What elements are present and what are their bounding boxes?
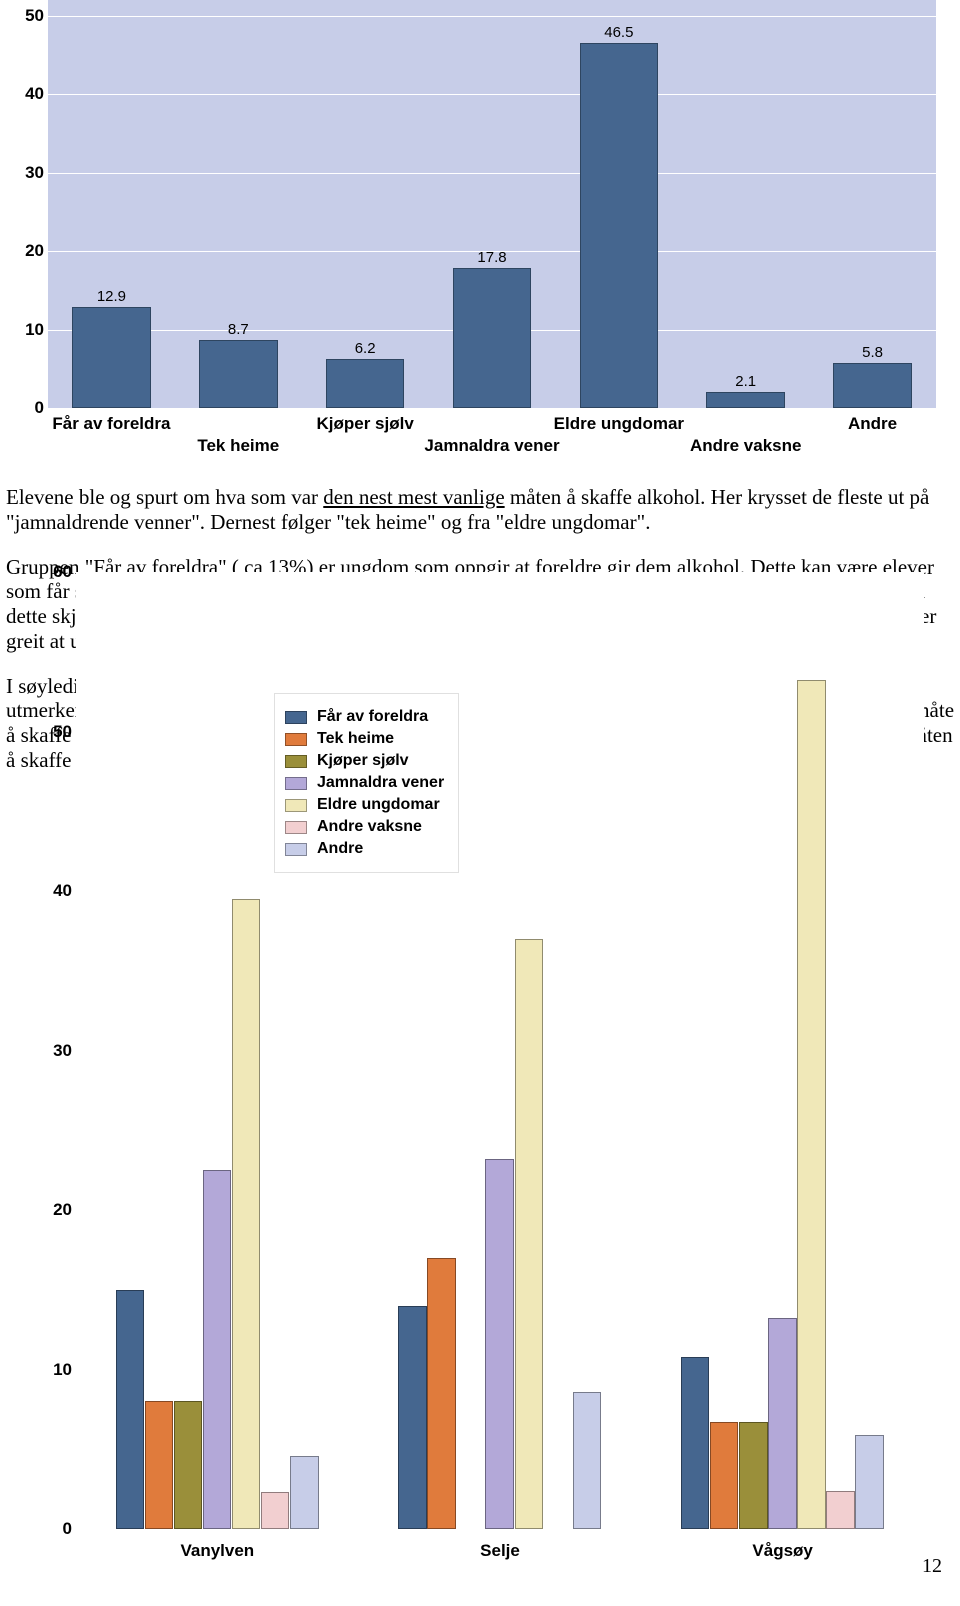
chart2-bar (826, 1491, 854, 1529)
legend-swatch (285, 799, 307, 812)
chart2-bar (681, 1357, 709, 1529)
chart1-ytick: 30 (4, 163, 44, 183)
chart2-bar (768, 1318, 796, 1529)
chart1-bar (706, 392, 785, 408)
chart1-xtick: Jamnaldra vener (424, 436, 559, 456)
legend-label: Andre (317, 840, 363, 858)
chart2-bar (427, 1258, 455, 1529)
chart1-bar (199, 340, 278, 408)
chart2-ytick: 10 (36, 1360, 72, 1380)
chart1-bar (326, 359, 405, 408)
legend-label: Kjøper sjølv (317, 752, 409, 770)
chart2-ytick: 50 (36, 722, 72, 742)
page-number: 12 (922, 1555, 942, 1578)
chart2-bar (573, 1392, 601, 1529)
para1: Elevene ble og spurt om hva som var den … (6, 485, 954, 535)
legend-swatch (285, 711, 307, 724)
legend-label: Jamnaldra vener (317, 774, 444, 792)
legend-label: Andre vaksne (317, 818, 422, 836)
legend-item: Jamnaldra vener (285, 774, 444, 792)
chart2-bar (485, 1159, 513, 1529)
chart2-ytick: 0 (36, 1519, 72, 1539)
chart1-bar (580, 43, 659, 408)
chart2-bar (515, 939, 543, 1529)
chart1-ytick: 20 (4, 241, 44, 261)
chart1-bar (833, 363, 912, 409)
legend-swatch (285, 843, 307, 856)
chart1-bar (453, 268, 532, 408)
legend-item: Kjøper sjølv (285, 752, 444, 770)
chart1-xtick: Får av foreldra (52, 414, 170, 434)
chart2-bar (203, 1170, 231, 1529)
chart2: 0 10 20 30 40 50 60 Vanylven Selje Vågsøy Får av f… (34, 564, 936, 1576)
chart1-bar-label: 6.2 (355, 340, 376, 357)
chart1-bar-label: 17.8 (477, 249, 506, 266)
legend-item: Får av foreldra (285, 708, 444, 726)
legend-swatch (285, 733, 307, 746)
legend-item: Eldre ungdomar (285, 796, 444, 814)
chart1-ytick: 50 (4, 6, 44, 26)
legend-label: Får av foreldra (317, 708, 428, 726)
legend-swatch (285, 821, 307, 834)
legend-item: Tek heime (285, 730, 444, 748)
chart2-bar (174, 1401, 202, 1529)
chart2-bar (116, 1290, 144, 1529)
chart2-bar (797, 680, 825, 1529)
chart1-bar-label: 2.1 (735, 373, 756, 390)
chart2-ytick: 60 (36, 562, 72, 582)
chart1-ytick: 10 (4, 320, 44, 340)
legend-label: Eldre ungdomar (317, 796, 440, 814)
para1-a: Elevene ble og spurt om hva som var (6, 485, 323, 509)
chart2-legend: Får av foreldra Tek heime Kjøper sjølv Jamn… (274, 693, 459, 873)
chart1-bar-label: 12.9 (97, 288, 126, 305)
chart1-ytick: 40 (4, 84, 44, 104)
chart2-bar (261, 1492, 289, 1529)
chart2-bar (739, 1422, 767, 1529)
chart1-xtick: Eldre ungdomar (554, 414, 684, 434)
chart1-xtick: Andre vaksne (690, 436, 802, 456)
chart1: 0 10 20 30 40 50 12.9 8.7 6.2 17.8 46.5 2.1 5.8 Får a… (6, 0, 960, 455)
legend-swatch (285, 755, 307, 768)
chart2-bar (855, 1435, 883, 1529)
chart1-bar-label: 5.8 (862, 344, 883, 361)
chart2-bar (232, 899, 260, 1529)
chart2-xtick: Vågsøy (752, 1541, 812, 1561)
chart1-xtick: Andre (848, 414, 897, 434)
para1-u: den nest mest vanlige (323, 485, 504, 509)
legend-label: Tek heime (317, 730, 394, 748)
chart2-xtick: Vanylven (180, 1541, 254, 1561)
chart2-bar (145, 1401, 173, 1529)
chart1-bar (72, 307, 151, 408)
chart2-xtick: Selje (480, 1541, 520, 1561)
chart2-bar (398, 1306, 426, 1529)
chart1-bar-label: 8.7 (228, 321, 249, 338)
chart2-bar (710, 1422, 738, 1529)
chart1-xtick: Tek heime (197, 436, 279, 456)
chart2-bar (290, 1456, 318, 1529)
chart1-bar-label: 46.5 (604, 24, 633, 41)
chart1-ytick: 0 (4, 398, 44, 418)
chart2-ytick: 20 (36, 1200, 72, 1220)
legend-item: Andre (285, 840, 444, 858)
legend-item: Andre vaksne (285, 818, 444, 836)
chart1-xtick: Kjøper sjølv (316, 414, 413, 434)
chart2-ytick: 30 (36, 1041, 72, 1061)
legend-swatch (285, 777, 307, 790)
chart2-ytick: 40 (36, 881, 72, 901)
